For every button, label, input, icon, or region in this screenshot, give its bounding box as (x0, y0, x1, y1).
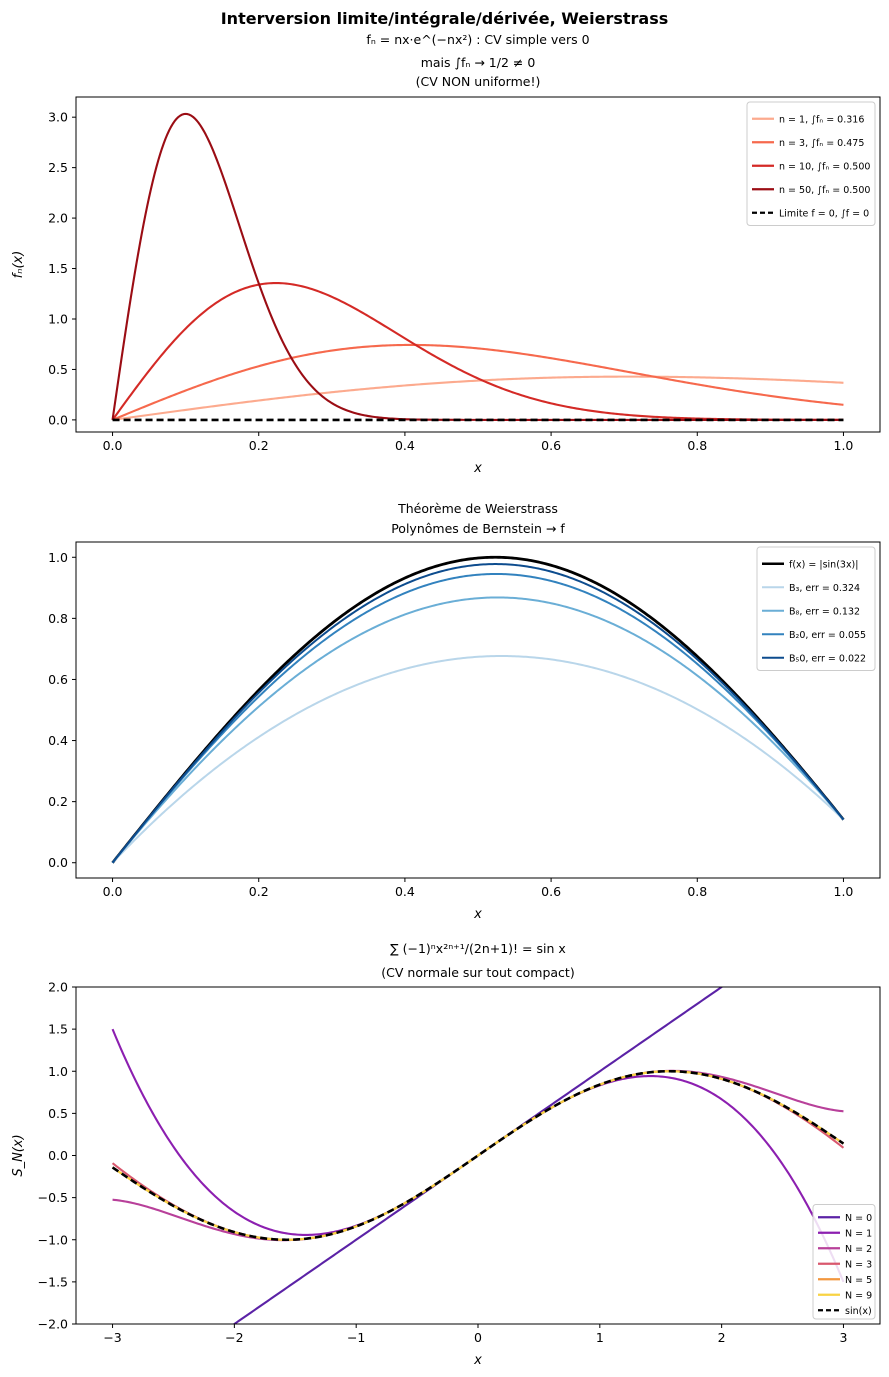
chart-title-line: Théorème de Weierstrass (397, 501, 558, 516)
y-tick-label: −1.0 (38, 1232, 68, 1247)
y-tick-label: 1.5 (48, 261, 68, 276)
series-group (111, 112, 844, 422)
legend-label: N = 5 (845, 1275, 872, 1286)
chart-title-line: (CV NON uniforme!) (416, 74, 541, 89)
y-tick-label: 2.5 (48, 160, 68, 175)
x-axis-label: x (473, 1353, 482, 1368)
panel-sine-series: ∑ (−1)ⁿx²ⁿ⁺¹/(2n+1)! = sin x (CV normale … (11, 941, 881, 1368)
series-line-0 (111, 555, 845, 864)
series-line-3 (111, 572, 845, 864)
panel-weierstrass-bernstein: Théorème de Weierstrass Polynômes de Bern… (48, 501, 881, 922)
series-line-0 (112, 375, 844, 421)
chart-title-line: ∑ (−1)ⁿx²ⁿ⁺¹/(2n+1)! = sin x (390, 941, 566, 956)
y-tick-label: 2.0 (48, 211, 68, 226)
series-line-2 (111, 281, 844, 421)
series-line-1 (112, 343, 844, 421)
legend-label: n = 10, ∫fₙ = 0.500 (779, 161, 870, 172)
axes-frame (75, 986, 881, 1325)
y-axis-label: S_N(x) (11, 1134, 26, 1176)
legend: n = 1, ∫fₙ = 0.316 n = 3, ∫fₙ = 0.475 n = … (746, 101, 876, 226)
y-tick-label: 1.0 (48, 1064, 68, 1079)
y-tick-label: 1.0 (48, 550, 68, 565)
series-line-2 (111, 596, 845, 864)
legend-label: N = 0 (845, 1213, 872, 1224)
x-tick-label: 0 (474, 1330, 482, 1345)
x-tick-label: 0.0 (103, 884, 123, 899)
legend: f(x) = |sin(3x)| B₃, err = 0.324 B₈, err =… (756, 546, 876, 671)
x-tick-label: 0.4 (395, 438, 415, 453)
series-line-1 (111, 655, 845, 864)
y-tick-label: 0.2 (48, 794, 68, 809)
x-tick-label: −3 (103, 1330, 121, 1345)
x-tick-label: 0.0 (103, 438, 123, 453)
series-line-5 (111, 1070, 845, 1241)
chart-title-line: (CV normale sur tout compact) (381, 965, 574, 980)
x-tick-label: 1.0 (834, 884, 854, 899)
y-tick-label: 1.0 (48, 311, 68, 326)
y-tick-label: 0.0 (48, 855, 68, 870)
panel-fn-convergence: fₙ = nx·e^(−nx²) : CV simple vers 0 mais … (11, 32, 881, 476)
chart-title-line: Polynômes de Bernstein → f (391, 521, 565, 536)
x-tick-label: 0.4 (395, 884, 415, 899)
x-tick-label: 3 (839, 1330, 847, 1345)
x-tick-label: 0.6 (541, 884, 561, 899)
legend-box (756, 546, 876, 671)
legend-label: B₃, err = 0.324 (789, 583, 860, 594)
y-tick-label: 0.8 (48, 611, 68, 626)
y-tick-label: 1.5 (48, 1022, 68, 1037)
legend-label: n = 1, ∫fₙ = 0.316 (779, 114, 864, 125)
legend-label: N = 3 (845, 1259, 872, 1270)
y-tick-label: −1.5 (38, 1274, 68, 1289)
x-tick-label: 0.2 (249, 438, 269, 453)
legend-label: N = 1 (845, 1228, 872, 1239)
y-tick-label: 0.4 (48, 733, 68, 748)
axes-frame (75, 96, 881, 433)
series-line-3 (111, 112, 844, 421)
legend-label: sin(x) (845, 1306, 872, 1317)
series-line-4 (111, 563, 845, 864)
y-axis-label: fₙ(x) (11, 251, 26, 279)
series-line-6 (111, 1069, 845, 1242)
y-tick-label: 0.5 (48, 362, 68, 377)
legend-label: n = 50, ∫fₙ = 0.500 (779, 185, 870, 196)
x-tick-label: −1 (347, 1330, 365, 1345)
legend-box (746, 101, 876, 226)
x-axis-label: x (473, 907, 482, 922)
legend-label: N = 2 (845, 1244, 872, 1255)
x-tick-label: 0.8 (687, 884, 707, 899)
x-tick-label: −2 (225, 1330, 243, 1345)
y-tick-label: 2.0 (48, 980, 68, 995)
legend-label: f(x) = |sin(3x)| (789, 559, 858, 570)
x-tick-label: 0.8 (687, 438, 707, 453)
x-tick-label: 0.2 (249, 884, 269, 899)
y-tick-label: 0.5 (48, 1106, 68, 1121)
y-tick-label: −0.5 (38, 1190, 68, 1205)
legend-label: B₅0, err = 0.022 (789, 653, 866, 664)
axes-frame (75, 541, 881, 879)
y-tick-label: 0.0 (48, 412, 68, 427)
legend-label: B₈, err = 0.132 (789, 606, 860, 617)
series-group (111, 555, 845, 864)
x-tick-label: 1 (596, 1330, 604, 1345)
x-tick-label: 0.6 (541, 438, 561, 453)
y-tick-label: 3.0 (48, 110, 68, 125)
y-tick-label: 0.0 (48, 1148, 68, 1163)
legend-label: Limite f = 0, ∫f = 0 (779, 208, 869, 219)
legend-label: N = 9 (845, 1290, 872, 1301)
legend-label: B₂0, err = 0.055 (789, 630, 866, 641)
y-tick-label: 0.6 (48, 672, 68, 687)
legend-label: n = 3, ∫fₙ = 0.475 (779, 138, 864, 149)
chart-title-line: mais ∫fₙ → 1/2 ≠ 0 (421, 55, 536, 70)
legend: N = 0 N = 1 N = 2 N = 3 N = 5 N = 9 sin(x) (812, 1204, 876, 1320)
y-tick-label: −2.0 (38, 1317, 68, 1332)
x-tick-label: 2 (718, 1330, 726, 1345)
x-axis-label: x (473, 461, 482, 476)
x-tick-label: 1.0 (834, 438, 854, 453)
chart-title-line: fₙ = nx·e^(−nx²) : CV simple vers 0 (366, 32, 589, 47)
figure-title: Interversion limite/intégrale/dérivée, W… (221, 9, 669, 28)
